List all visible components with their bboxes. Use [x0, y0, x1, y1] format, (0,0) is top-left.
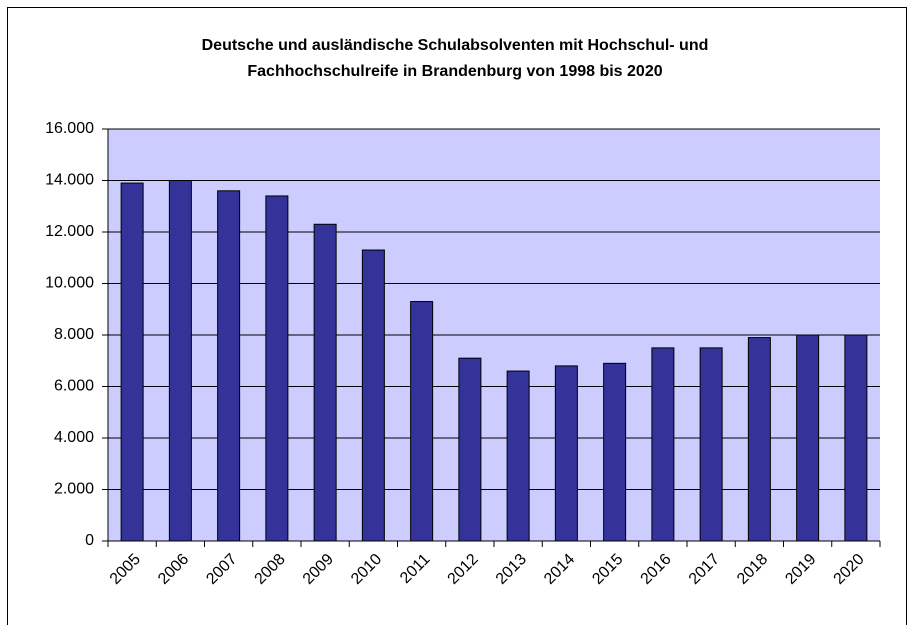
bar: [844, 334, 868, 542]
bar: [458, 357, 482, 542]
bar: [410, 301, 434, 542]
bar: [796, 334, 820, 542]
bar: [313, 223, 337, 542]
chart-title: Fachhochschulreife in Brandenburg von 19…: [247, 63, 662, 80]
bar: [265, 195, 289, 542]
bar: [168, 180, 192, 542]
chart-title: Deutsche und ausländische Schulabsolvent…: [202, 37, 709, 54]
bar: [217, 190, 241, 542]
bar: [699, 347, 723, 542]
y-tick-label: 2.000: [54, 481, 94, 498]
y-tick-label: 0: [85, 532, 94, 549]
bar: [361, 249, 385, 542]
bar: [603, 362, 627, 542]
bar: [120, 182, 144, 542]
y-tick-label: 6.000: [54, 378, 94, 395]
bar: [554, 365, 578, 542]
y-tick-label: 14.000: [45, 172, 94, 189]
bar: [506, 370, 530, 542]
y-tick-label: 4.000: [54, 429, 94, 446]
bar: [747, 337, 771, 542]
y-tick-label: 12.000: [45, 223, 94, 240]
y-tick-label: 10.000: [45, 275, 94, 292]
y-tick-label: 16.000: [45, 120, 94, 137]
y-tick-label: 8.000: [54, 326, 94, 343]
bar: [651, 347, 675, 542]
